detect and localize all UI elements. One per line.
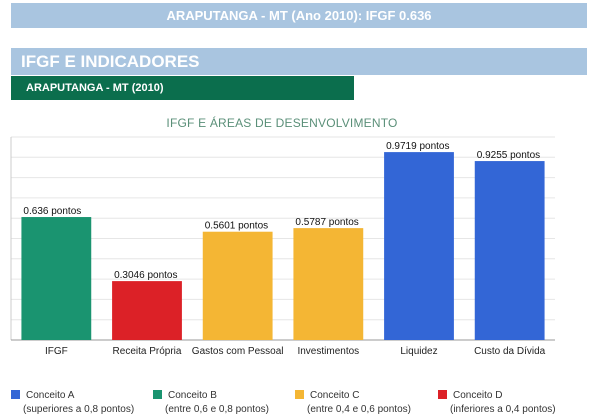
legend-swatch	[153, 390, 162, 399]
section-title: IFGF E INDICADORES	[11, 48, 587, 75]
data-label: 0.5787 pontos	[295, 217, 358, 228]
x-tick-label: Gastos com Pessoal	[192, 346, 284, 357]
bar	[384, 152, 454, 340]
bar	[202, 231, 273, 340]
legend-note: (entre 0,6 e 0,8 pontos)	[165, 404, 269, 415]
section-subtitle: ARAPUTANGA - MT (2010)	[11, 76, 354, 100]
data-label: 0.9719 pontos	[386, 141, 449, 152]
data-label: 0.636 pontos	[23, 206, 81, 217]
legend-label: Conceito A	[26, 390, 75, 401]
chart-title: IFGF E ÁREAS DE DESENVOLVIMENTO	[166, 116, 398, 130]
legend-swatch	[295, 390, 304, 399]
bar	[21, 217, 92, 340]
data-label: 0.9255 pontos	[477, 150, 540, 161]
data-label: 0.5601 pontos	[205, 221, 268, 232]
legend-swatch	[438, 390, 447, 399]
page-header: ARAPUTANGA - MT (Ano 2010): IFGF 0.636	[11, 3, 587, 28]
bar	[112, 281, 182, 340]
bar	[293, 228, 364, 340]
legend-swatch	[11, 390, 20, 399]
x-tick-label: IFGF	[45, 346, 68, 357]
x-tick-label: Liquidez	[400, 346, 437, 357]
legend-note: (superiores a 0,8 pontos)	[23, 404, 135, 415]
legend-label: Conceito C	[310, 390, 360, 401]
legend-note: (entre 0,4 e 0,6 pontos)	[307, 404, 411, 415]
x-tick-label: Investimentos	[297, 346, 359, 357]
x-tick-label: Receita Própria	[113, 346, 182, 357]
legend-label: Conceito D	[453, 390, 503, 401]
x-tick-label: Custo da Dívida	[474, 346, 546, 357]
legend-label: Conceito B	[168, 390, 217, 401]
data-label: 0.3046 pontos	[114, 270, 177, 281]
bar	[474, 161, 545, 340]
legend-note: (inferiores a 0,4 pontos)	[450, 404, 556, 415]
